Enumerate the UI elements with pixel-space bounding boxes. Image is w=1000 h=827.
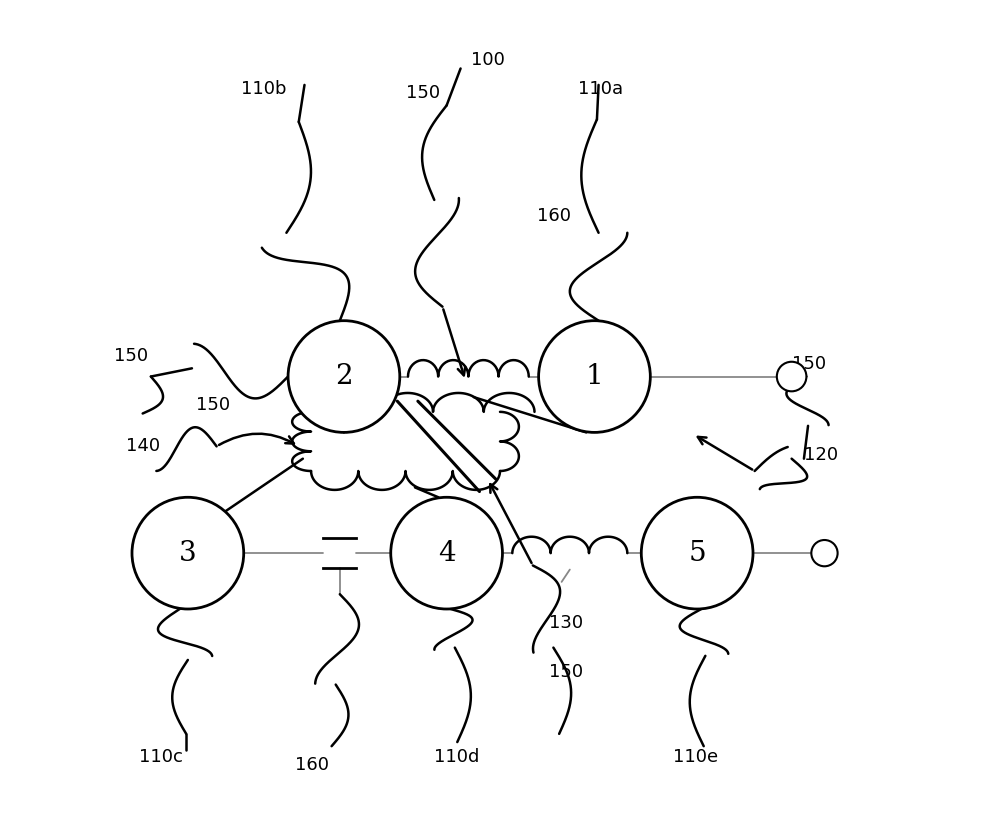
Text: 3: 3 — [179, 540, 197, 566]
Text: 110e: 110e — [673, 748, 718, 766]
Text: 2: 2 — [335, 363, 353, 390]
Text: 5: 5 — [688, 540, 706, 566]
Circle shape — [811, 540, 838, 566]
Text: 150: 150 — [549, 663, 583, 681]
Circle shape — [777, 361, 806, 391]
Text: 110b: 110b — [241, 80, 287, 98]
Text: 100: 100 — [471, 51, 505, 69]
Circle shape — [391, 497, 502, 609]
Text: 140: 140 — [126, 437, 160, 456]
Circle shape — [641, 497, 753, 609]
Text: 110d: 110d — [434, 748, 480, 766]
Text: 150: 150 — [114, 347, 148, 365]
Text: 120: 120 — [804, 446, 838, 464]
Text: 1: 1 — [586, 363, 603, 390]
Circle shape — [288, 321, 400, 433]
Text: 110a: 110a — [578, 80, 623, 98]
Circle shape — [132, 497, 244, 609]
Text: 160: 160 — [295, 756, 329, 774]
Circle shape — [539, 321, 650, 433]
Text: 4: 4 — [438, 540, 455, 566]
Text: 150: 150 — [196, 396, 230, 414]
Text: 130: 130 — [549, 614, 583, 632]
Text: 150: 150 — [792, 356, 826, 373]
Text: 160: 160 — [537, 208, 571, 225]
Text: 110c: 110c — [139, 748, 182, 766]
Text: 150: 150 — [406, 84, 440, 103]
